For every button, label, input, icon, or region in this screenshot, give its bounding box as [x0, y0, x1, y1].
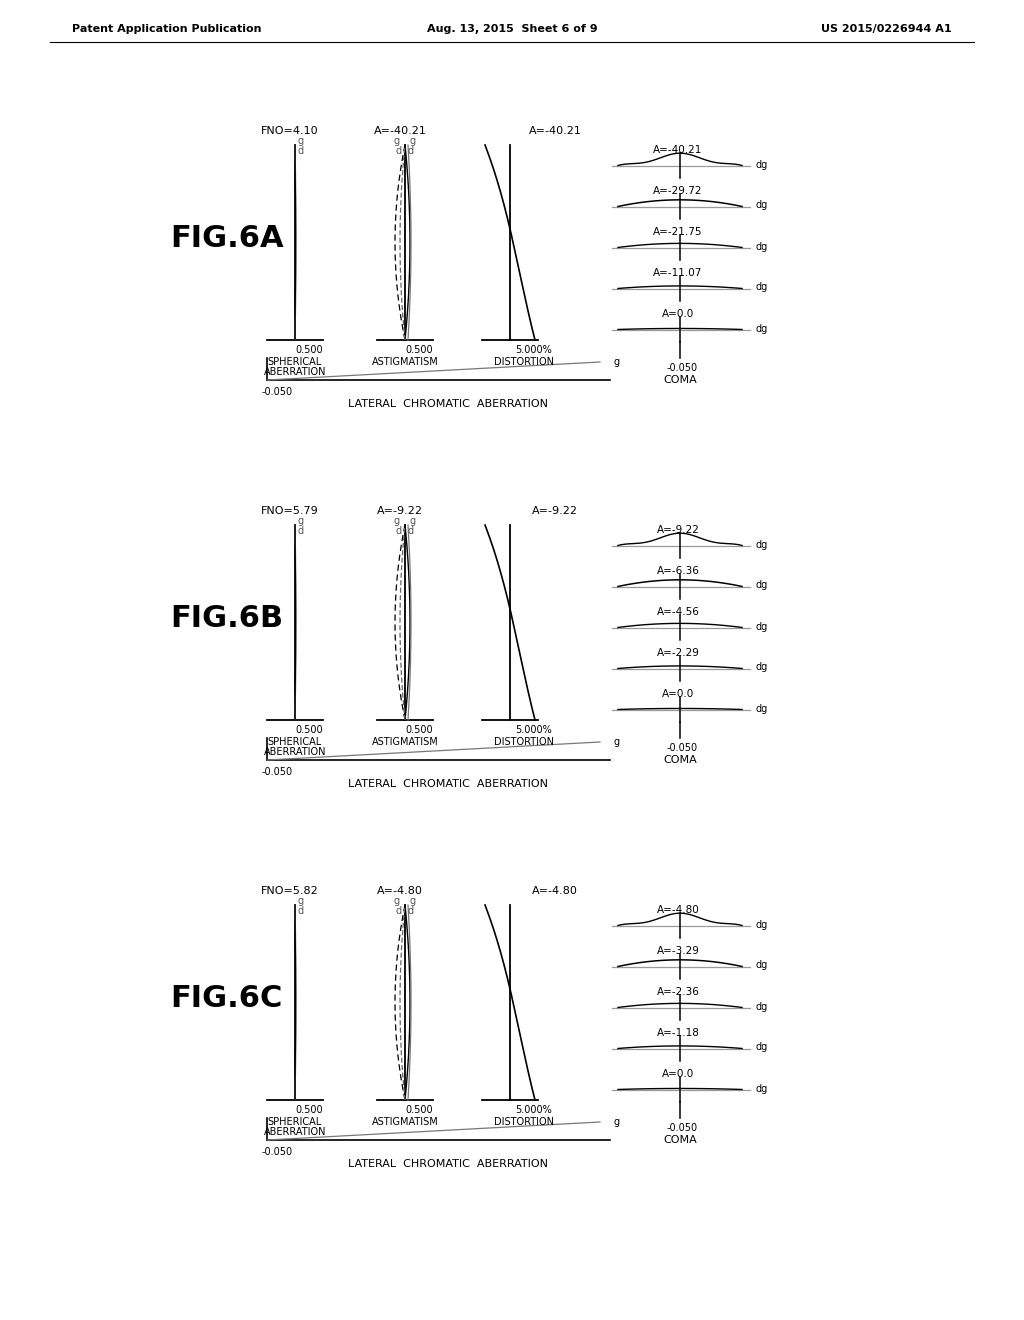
- Text: d: d: [298, 147, 304, 156]
- Text: A=-40.21: A=-40.21: [374, 125, 426, 136]
- Text: Aug. 13, 2015  Sheet 6 of 9: Aug. 13, 2015 Sheet 6 of 9: [427, 24, 597, 34]
- Text: A=-1.18: A=-1.18: [656, 1028, 699, 1038]
- Text: 5.000%: 5.000%: [515, 1105, 552, 1115]
- Text: d: d: [408, 525, 414, 536]
- Text: -0.050: -0.050: [667, 363, 697, 374]
- Text: A=-11.07: A=-11.07: [653, 268, 702, 279]
- Text: COMA: COMA: [664, 375, 697, 385]
- Text: 0.500: 0.500: [406, 725, 433, 735]
- Text: dg: dg: [755, 1002, 767, 1011]
- Text: dg: dg: [755, 242, 767, 252]
- Text: g: g: [410, 136, 416, 147]
- Text: g: g: [614, 356, 621, 367]
- Text: DISTORTION: DISTORTION: [494, 1117, 554, 1127]
- Text: g: g: [298, 136, 304, 147]
- Text: 0.500: 0.500: [295, 345, 323, 355]
- Text: A=0.0: A=0.0: [662, 1069, 694, 1078]
- Text: A=-29.72: A=-29.72: [653, 186, 702, 195]
- Text: dg: dg: [755, 622, 767, 631]
- Text: LATERAL  CHROMATIC  ABERRATION: LATERAL CHROMATIC ABERRATION: [348, 779, 548, 789]
- Text: dg: dg: [755, 663, 767, 672]
- Text: A=-2.36: A=-2.36: [656, 987, 699, 997]
- Text: -0.050: -0.050: [262, 1147, 293, 1158]
- Text: dg: dg: [755, 323, 767, 334]
- Text: A=0.0: A=0.0: [662, 689, 694, 698]
- Text: LATERAL  CHROMATIC  ABERRATION: LATERAL CHROMATIC ABERRATION: [348, 1159, 548, 1170]
- Text: ABERRATION: ABERRATION: [264, 367, 327, 378]
- Text: -0.050: -0.050: [667, 743, 697, 752]
- Text: dg: dg: [755, 704, 767, 714]
- Text: A=-40.21: A=-40.21: [528, 125, 582, 136]
- Text: LATERAL  CHROMATIC  ABERRATION: LATERAL CHROMATIC ABERRATION: [348, 399, 548, 409]
- Text: 0.500: 0.500: [295, 1105, 323, 1115]
- Text: ASTIGMATISM: ASTIGMATISM: [372, 1117, 438, 1127]
- Text: A=0.0: A=0.0: [662, 309, 694, 319]
- Text: g: g: [394, 896, 400, 906]
- Text: g: g: [410, 896, 416, 906]
- Text: COMA: COMA: [664, 755, 697, 766]
- Text: A=-4.80: A=-4.80: [656, 906, 699, 915]
- Text: d: d: [298, 525, 304, 536]
- Text: dg: dg: [755, 1043, 767, 1052]
- Text: 5.000%: 5.000%: [515, 725, 552, 735]
- Text: FIG.6B: FIG.6B: [170, 605, 283, 634]
- Text: FNO=5.79: FNO=5.79: [261, 506, 318, 516]
- Text: dg: dg: [755, 1084, 767, 1093]
- Text: dg: dg: [755, 920, 767, 929]
- Text: ASTIGMATISM: ASTIGMATISM: [372, 356, 438, 367]
- Text: A=-9.22: A=-9.22: [377, 506, 423, 516]
- Text: A=-3.29: A=-3.29: [656, 946, 699, 956]
- Text: dg: dg: [755, 581, 767, 590]
- Text: A=-4.80: A=-4.80: [377, 886, 423, 896]
- Text: A=-6.36: A=-6.36: [656, 566, 699, 576]
- Text: A=-21.75: A=-21.75: [653, 227, 702, 236]
- Text: g: g: [298, 896, 304, 906]
- Text: g: g: [614, 1117, 621, 1127]
- Text: A=-4.56: A=-4.56: [656, 607, 699, 616]
- Text: 0.500: 0.500: [406, 1105, 433, 1115]
- Text: 5.000%: 5.000%: [515, 345, 552, 355]
- Text: -0.050: -0.050: [667, 1123, 697, 1133]
- Text: -0.050: -0.050: [262, 387, 293, 397]
- Text: d: d: [298, 906, 304, 916]
- Text: ASTIGMATISM: ASTIGMATISM: [372, 737, 438, 747]
- Text: dg: dg: [755, 540, 767, 549]
- Text: -0.050: -0.050: [262, 767, 293, 777]
- Text: d: d: [396, 147, 402, 156]
- Text: d: d: [408, 147, 414, 156]
- Text: A=-9.22: A=-9.22: [656, 525, 699, 535]
- Text: A=-2.29: A=-2.29: [656, 648, 699, 657]
- Text: COMA: COMA: [664, 1135, 697, 1144]
- Text: g: g: [394, 516, 400, 525]
- Text: FNO=5.82: FNO=5.82: [261, 886, 318, 896]
- Text: g: g: [394, 136, 400, 147]
- Text: A=-9.22: A=-9.22: [532, 506, 578, 516]
- Text: 0.500: 0.500: [295, 725, 323, 735]
- Text: US 2015/0226944 A1: US 2015/0226944 A1: [821, 24, 952, 34]
- Text: dg: dg: [755, 201, 767, 210]
- Text: FNO=4.10: FNO=4.10: [261, 125, 318, 136]
- Text: SPHERICAL: SPHERICAL: [268, 737, 323, 747]
- Text: DISTORTION: DISTORTION: [494, 737, 554, 747]
- Text: DISTORTION: DISTORTION: [494, 356, 554, 367]
- Text: d: d: [396, 906, 402, 916]
- Text: dg: dg: [755, 160, 767, 169]
- Text: SPHERICAL: SPHERICAL: [268, 1117, 323, 1127]
- Text: A=-40.21: A=-40.21: [653, 145, 702, 154]
- Text: g: g: [614, 737, 621, 747]
- Text: d: d: [396, 525, 402, 536]
- Text: ABERRATION: ABERRATION: [264, 747, 327, 756]
- Text: Patent Application Publication: Patent Application Publication: [72, 24, 261, 34]
- Text: dg: dg: [755, 961, 767, 970]
- Text: FIG.6A: FIG.6A: [170, 224, 284, 253]
- Text: g: g: [298, 516, 304, 525]
- Text: d: d: [408, 906, 414, 916]
- Text: 0.500: 0.500: [406, 345, 433, 355]
- Text: SPHERICAL: SPHERICAL: [268, 356, 323, 367]
- Text: FIG.6C: FIG.6C: [170, 985, 283, 1014]
- Text: g: g: [410, 516, 416, 525]
- Text: dg: dg: [755, 282, 767, 293]
- Text: A=-4.80: A=-4.80: [532, 886, 578, 896]
- Text: ABERRATION: ABERRATION: [264, 1127, 327, 1137]
